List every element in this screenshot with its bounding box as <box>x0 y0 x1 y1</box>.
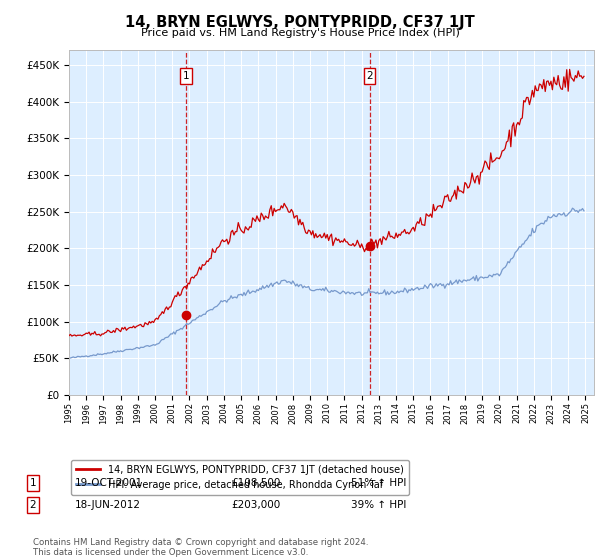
Text: 1: 1 <box>183 71 190 81</box>
Text: 18-JUN-2012: 18-JUN-2012 <box>75 500 141 510</box>
Text: 1: 1 <box>29 478 37 488</box>
Text: 14, BRYN EGLWYS, PONTYPRIDD, CF37 1JT: 14, BRYN EGLWYS, PONTYPRIDD, CF37 1JT <box>125 15 475 30</box>
Text: £108,500: £108,500 <box>231 478 280 488</box>
Text: 2: 2 <box>29 500 37 510</box>
Text: 51% ↑ HPI: 51% ↑ HPI <box>351 478 406 488</box>
Text: 2: 2 <box>366 71 373 81</box>
Legend: 14, BRYN EGLWYS, PONTYPRIDD, CF37 1JT (detached house), HPI: Average price, deta: 14, BRYN EGLWYS, PONTYPRIDD, CF37 1JT (d… <box>71 460 409 494</box>
Text: 39% ↑ HPI: 39% ↑ HPI <box>351 500 406 510</box>
Text: £203,000: £203,000 <box>231 500 280 510</box>
Text: 19-OCT-2001: 19-OCT-2001 <box>75 478 143 488</box>
Text: Contains HM Land Registry data © Crown copyright and database right 2024.
This d: Contains HM Land Registry data © Crown c… <box>33 538 368 557</box>
Text: Price paid vs. HM Land Registry's House Price Index (HPI): Price paid vs. HM Land Registry's House … <box>140 28 460 38</box>
